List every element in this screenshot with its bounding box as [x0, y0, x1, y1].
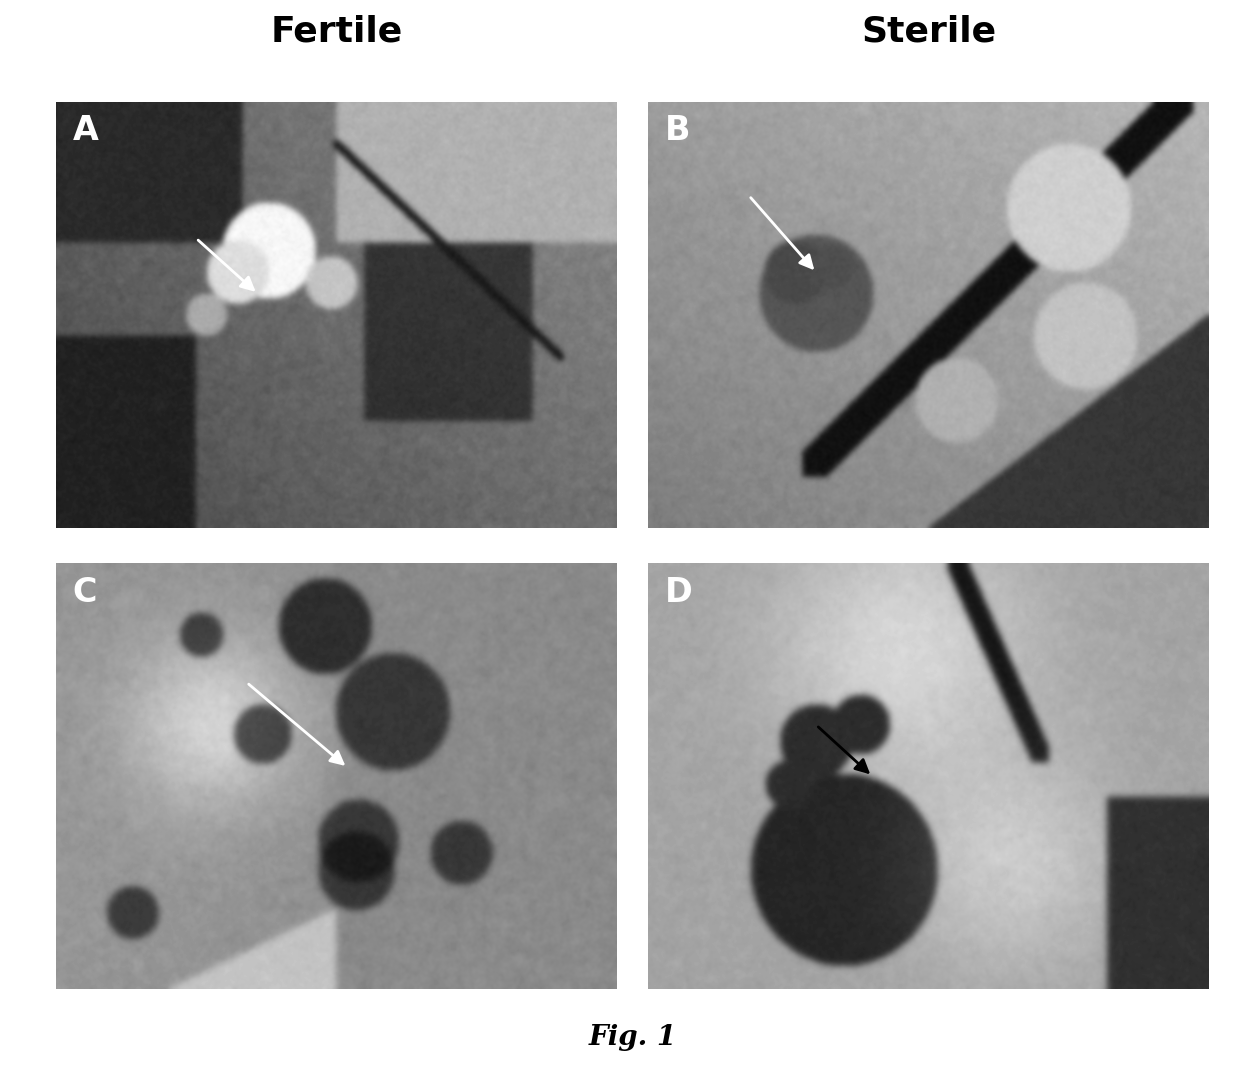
- Text: Fig. 1: Fig. 1: [588, 1024, 677, 1052]
- Text: D: D: [665, 576, 692, 609]
- Text: Fertile: Fertile: [270, 14, 403, 48]
- Text: B: B: [665, 114, 691, 148]
- Text: Sterile: Sterile: [861, 14, 996, 48]
- Text: C: C: [73, 576, 97, 609]
- Text: A: A: [73, 114, 98, 148]
